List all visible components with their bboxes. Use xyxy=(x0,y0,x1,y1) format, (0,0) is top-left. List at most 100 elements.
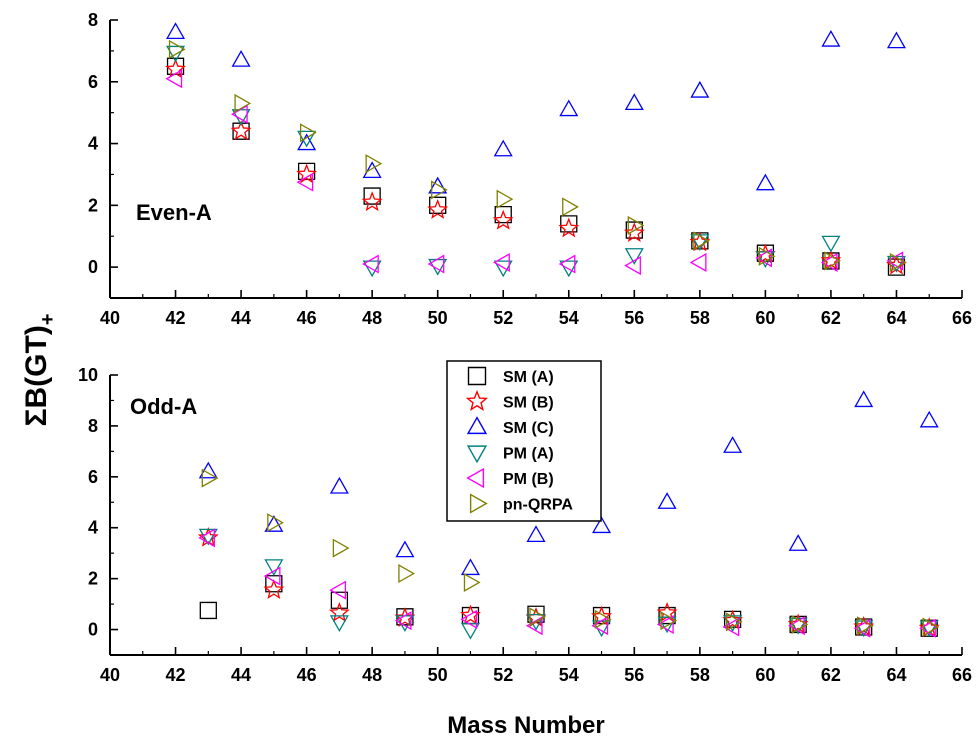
even-a-point-pn-qrpa xyxy=(431,180,448,200)
odd-a-point-sm-c xyxy=(329,476,349,494)
even-a-point-pm-a xyxy=(297,130,317,148)
odd-a-x-tick-label: 54 xyxy=(559,665,579,685)
odd-a-x-tick-label: 50 xyxy=(428,665,448,685)
even-a-x-tick-label: 40 xyxy=(100,308,120,328)
legend-item-pm-a: PM (A) xyxy=(466,445,554,464)
even-a-series-sm-c xyxy=(166,22,906,194)
even-a-point-sm-c xyxy=(297,133,317,151)
legend-marker-pm-a xyxy=(466,445,488,464)
even-a-y-tick-label: 6 xyxy=(88,72,98,92)
even-a-point-sm-b xyxy=(427,198,449,219)
even-a-point-sm-b xyxy=(492,209,514,230)
odd-a-point-pm-a xyxy=(919,620,939,638)
even-a-point-sm-a xyxy=(691,232,709,250)
even-a-x-tick-label: 54 xyxy=(559,308,579,328)
even-a-point-pn-qrpa xyxy=(693,231,710,251)
odd-a-point-sm-c xyxy=(460,558,480,576)
odd-a-point-pn-qrpa xyxy=(332,538,350,558)
odd-a-point-sm-a xyxy=(789,615,807,634)
odd-a-point-pm-a xyxy=(788,617,808,635)
odd-a-x-tick-label: 46 xyxy=(297,665,317,685)
odd-a-series-sm-c xyxy=(198,390,939,576)
even-a-point-pm-a xyxy=(493,260,513,278)
odd-a-point-pm-b xyxy=(394,611,412,631)
odd-a-point-sm-a xyxy=(199,601,217,620)
even-a-y-tick-label: 2 xyxy=(88,195,98,215)
odd-a-point-pn-qrpa xyxy=(201,468,219,488)
odd-a-point-sm-c xyxy=(395,540,415,558)
even-a-x-tick-label: 46 xyxy=(297,308,317,328)
even-a-point-pm-b xyxy=(558,254,576,274)
even-a-point-pm-b xyxy=(624,256,641,276)
odd-a-y-tick-label: 10 xyxy=(78,365,98,385)
panel-label-odd-a: Odd-A xyxy=(130,394,197,419)
even-a-point-sm-c xyxy=(493,139,513,157)
odd-a-x-tick-label: 58 xyxy=(690,665,710,685)
odd-a-point-sm-a xyxy=(920,619,938,637)
even-a-point-pm-a xyxy=(821,235,841,253)
odd-a-point-sm-a xyxy=(330,591,349,609)
even-a-point-pn-qrpa xyxy=(299,123,317,143)
odd-a-point-pn-qrpa xyxy=(398,564,416,584)
odd-a-point-sm-c xyxy=(723,436,743,453)
even-a-x-tick-label: 66 xyxy=(952,308,972,328)
legend-marker-pm-b xyxy=(466,467,485,489)
odd-a-point-pm-b xyxy=(656,614,674,634)
legend: SM (A) SM (B) SM (C) PM (A) PM (B) pn-QRPA xyxy=(446,360,602,522)
odd-a-point-pn-qrpa xyxy=(463,572,481,592)
even-a-x-tick-label: 58 xyxy=(690,308,710,328)
odd-a-point-pm-a xyxy=(460,622,480,640)
even-a-point-sm-c xyxy=(362,161,382,179)
even-a-point-pm-b xyxy=(296,172,314,192)
odd-a-point-sm-c xyxy=(526,525,546,543)
odd-a-point-pm-a xyxy=(657,616,677,634)
even-a-series-pm-a xyxy=(166,45,906,278)
odd-a-x-tick-label: 62 xyxy=(821,665,841,685)
odd-a-point-sm-c xyxy=(854,390,874,408)
even-a-x-tick-label: 60 xyxy=(755,308,775,328)
even-a-x-tick-label: 44 xyxy=(231,308,251,328)
odd-a-series-pn-qrpa xyxy=(201,468,940,637)
even-a-point-sm-a xyxy=(232,122,250,140)
even-a-point-pm-a xyxy=(624,248,644,265)
odd-a-point-pn-qrpa xyxy=(922,617,940,637)
even-a-y-tick-label: 0 xyxy=(88,257,98,277)
odd-a-x-tick-label: 60 xyxy=(755,665,775,685)
legend-label-pm-a: PM (A) xyxy=(503,446,554,463)
odd-a-y-tick-label: 2 xyxy=(88,569,98,589)
legend-item-sm-c: SM (C) xyxy=(466,416,554,437)
odd-a-point-pm-b xyxy=(525,616,543,636)
even-a-point-pn-qrpa xyxy=(496,189,514,209)
odd-a-point-pn-qrpa xyxy=(725,612,743,632)
even-a-point-sm-b xyxy=(296,163,318,184)
odd-a-x-tick-label: 56 xyxy=(624,665,644,685)
legend-item-sm-a: SM (A) xyxy=(467,366,554,386)
odd-a-x-tick-label: 48 xyxy=(362,665,382,685)
odd-a-point-pn-qrpa xyxy=(267,513,284,533)
even-a-point-sm-a xyxy=(756,244,775,262)
odd-a-y-tick-label: 4 xyxy=(88,518,98,538)
even-a-point-sm-b xyxy=(361,191,383,212)
odd-a-point-sm-c xyxy=(919,410,939,428)
odd-a-x-tick-label: 40 xyxy=(100,665,120,685)
odd-a-series-sm-b xyxy=(197,526,940,638)
odd-a-series-pm-a xyxy=(198,528,939,640)
panel-label-even-a: Even-A xyxy=(136,200,212,225)
even-a-x-tick-label: 50 xyxy=(428,308,448,328)
odd-a-point-pm-b xyxy=(853,618,871,638)
y-axis-label: ΣB(GT)+ xyxy=(20,314,59,427)
odd-a-point-pn-qrpa xyxy=(791,614,809,634)
even-a-series-pm-b xyxy=(165,69,904,276)
even-a-point-sm-c xyxy=(231,50,251,67)
even-a-x-tick-label: 48 xyxy=(362,308,382,328)
even-a-point-pm-b xyxy=(165,69,183,89)
odd-a-point-sm-a xyxy=(592,606,611,625)
odd-a-point-pm-b xyxy=(722,617,740,637)
odd-a-series-pm-b xyxy=(198,528,936,638)
legend-label-sm-c: SM (C) xyxy=(503,420,554,437)
even-a-point-pn-qrpa xyxy=(234,93,252,113)
odd-a-x-tick-label: 44 xyxy=(231,665,251,685)
odd-a-y-tick-label: 8 xyxy=(88,416,98,436)
even-a-x-tick-label: 62 xyxy=(821,308,841,328)
